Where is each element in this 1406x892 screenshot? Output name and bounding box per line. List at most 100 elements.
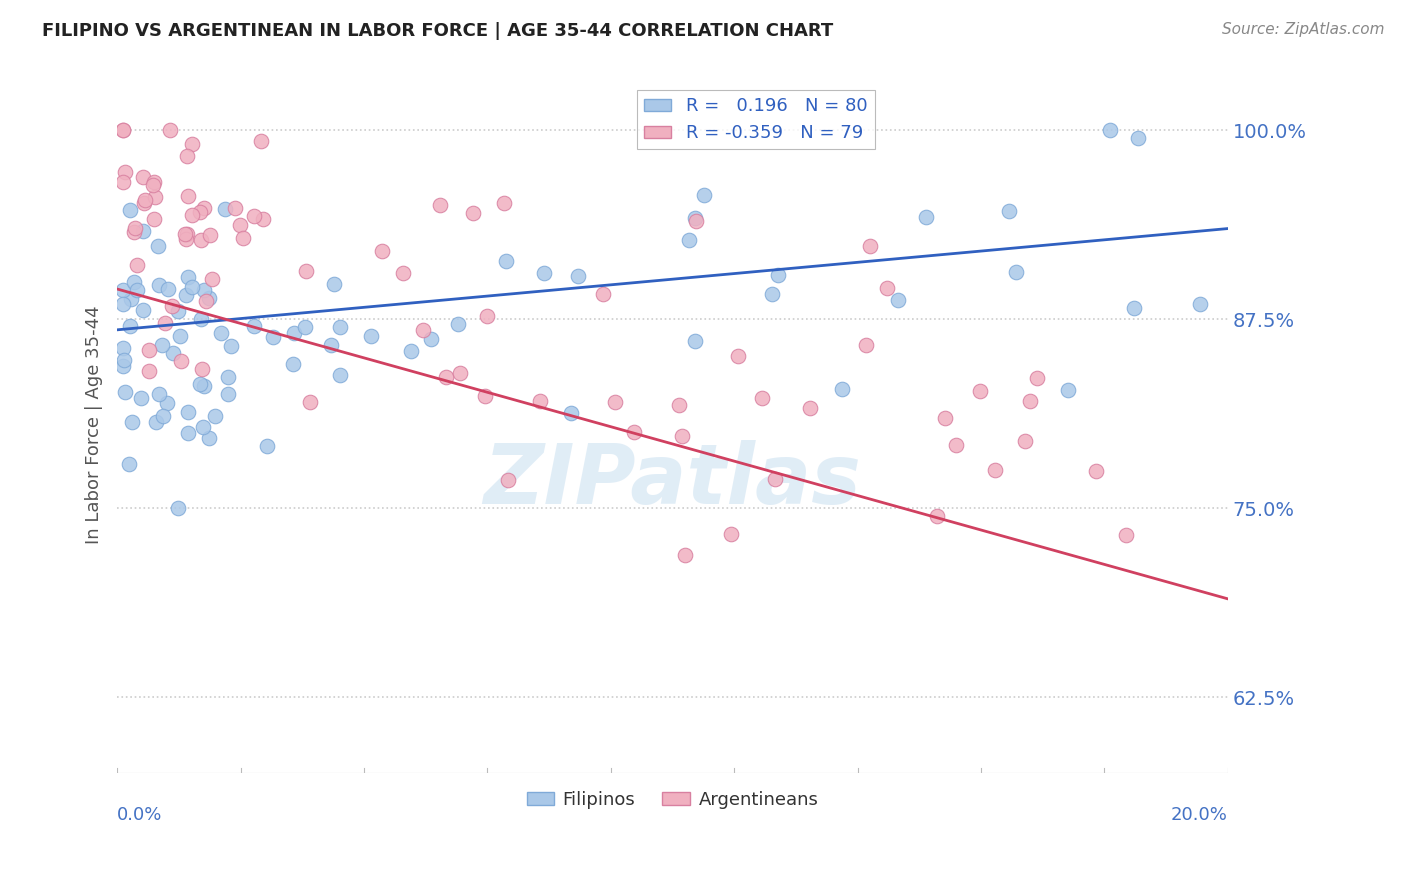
Point (111, 283, 134, 297)
Point (177, 425, 200, 440)
Point (112, 353, 135, 368)
Point (461, 205, 484, 219)
Point (1188, 296, 1211, 310)
Point (761, 286, 783, 301)
Point (142, 211, 165, 226)
Point (322, 277, 344, 292)
Point (191, 419, 214, 434)
Point (193, 283, 215, 297)
Point (181, 280, 204, 294)
Point (111, 341, 134, 355)
Point (831, 382, 853, 396)
Point (193, 379, 215, 393)
Point (111, 123, 134, 137)
Point (129, 391, 152, 405)
Point (1128, 131, 1150, 145)
Point (145, 415, 167, 429)
Point (111, 123, 134, 137)
Point (169, 328, 191, 343)
Point (181, 137, 204, 152)
Point (181, 208, 204, 222)
Point (217, 387, 239, 401)
Point (495, 254, 517, 268)
Point (494, 195, 516, 210)
Point (138, 343, 160, 358)
Point (121, 415, 143, 429)
Point (1099, 123, 1122, 137)
Point (125, 258, 148, 272)
Point (945, 438, 967, 452)
Point (120, 292, 142, 306)
Point (925, 509, 948, 524)
Point (283, 326, 305, 340)
Point (671, 428, 693, 442)
Point (720, 527, 742, 541)
Point (174, 287, 197, 301)
Point (170, 354, 193, 368)
Point (693, 187, 716, 202)
Point (392, 266, 415, 280)
Point (969, 384, 991, 398)
Point (567, 268, 589, 283)
Point (224, 201, 246, 215)
Point (195, 293, 218, 308)
Point (118, 457, 141, 471)
Point (799, 401, 821, 416)
Point (143, 190, 166, 204)
Point (256, 439, 278, 453)
Point (188, 205, 211, 219)
Point (134, 194, 156, 208)
Point (111, 297, 134, 311)
Point (114, 385, 136, 400)
Point (420, 332, 443, 346)
Point (449, 366, 471, 380)
Point (685, 211, 707, 225)
Point (751, 391, 773, 405)
Point (329, 368, 352, 382)
Point (560, 406, 582, 420)
Point (191, 361, 214, 376)
Point (447, 317, 470, 331)
Point (146, 239, 169, 253)
Point (678, 233, 700, 247)
Point (156, 396, 179, 410)
Point (232, 231, 254, 245)
Point (148, 386, 170, 401)
Text: ZIPatlas: ZIPatlas (484, 440, 862, 521)
Point (429, 198, 451, 212)
Point (177, 405, 200, 419)
Point (166, 500, 188, 515)
Point (176, 227, 198, 242)
Point (193, 202, 215, 216)
Point (132, 224, 155, 238)
Point (1057, 384, 1080, 398)
Point (984, 463, 1007, 477)
Point (156, 282, 179, 296)
Point (122, 275, 145, 289)
Point (412, 323, 434, 337)
Point (533, 266, 555, 280)
Point (474, 389, 496, 403)
Point (685, 213, 707, 227)
Point (668, 398, 690, 412)
Point (329, 319, 352, 334)
Point (727, 349, 749, 363)
Point (132, 169, 155, 184)
Point (148, 277, 170, 292)
Point (475, 309, 498, 323)
Point (766, 268, 789, 283)
Point (434, 369, 457, 384)
Point (201, 272, 224, 286)
Point (152, 409, 174, 423)
Point (217, 370, 239, 384)
Point (1084, 463, 1107, 477)
Point (160, 299, 183, 313)
Point (915, 211, 938, 225)
Point (127, 283, 149, 297)
Point (262, 330, 284, 344)
Point (174, 232, 197, 246)
Point (214, 202, 236, 216)
Point (603, 394, 626, 409)
Point (298, 395, 321, 409)
Point (173, 227, 195, 241)
